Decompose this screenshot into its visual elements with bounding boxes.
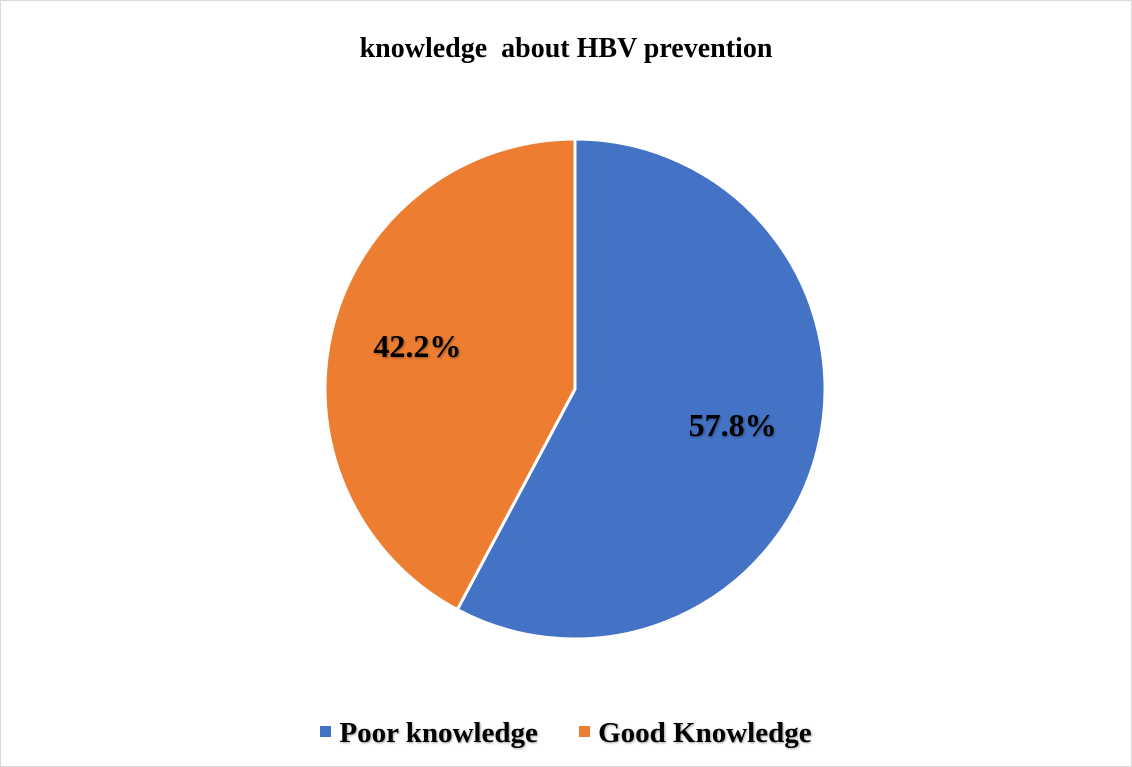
data-label-good-knowledge: 42.2% bbox=[373, 328, 461, 364]
legend-label-poor-knowledge: Poor knowledge bbox=[339, 717, 538, 749]
legend-item-poor-knowledge: Poor knowledge bbox=[320, 717, 538, 750]
legend-swatch-poor-knowledge bbox=[320, 726, 332, 737]
legend-item-good-knowledge: Good Knowledge bbox=[579, 717, 812, 750]
pie-slice-poor-knowledge bbox=[455, 137, 827, 641]
legend-label-good-knowledge: Good Knowledge bbox=[598, 717, 812, 749]
chart-title: knowledge about HBV prevention bbox=[359, 33, 773, 64]
legend: Poor knowledge Good Knowledge bbox=[1, 717, 1131, 750]
data-label-poor-knowledge: 57.8% bbox=[689, 407, 777, 443]
pie-slice-good-knowledge bbox=[323, 137, 577, 612]
legend-swatch-good-knowledge bbox=[579, 726, 591, 737]
pie-chart: 57.8% 42.2% bbox=[323, 137, 827, 641]
